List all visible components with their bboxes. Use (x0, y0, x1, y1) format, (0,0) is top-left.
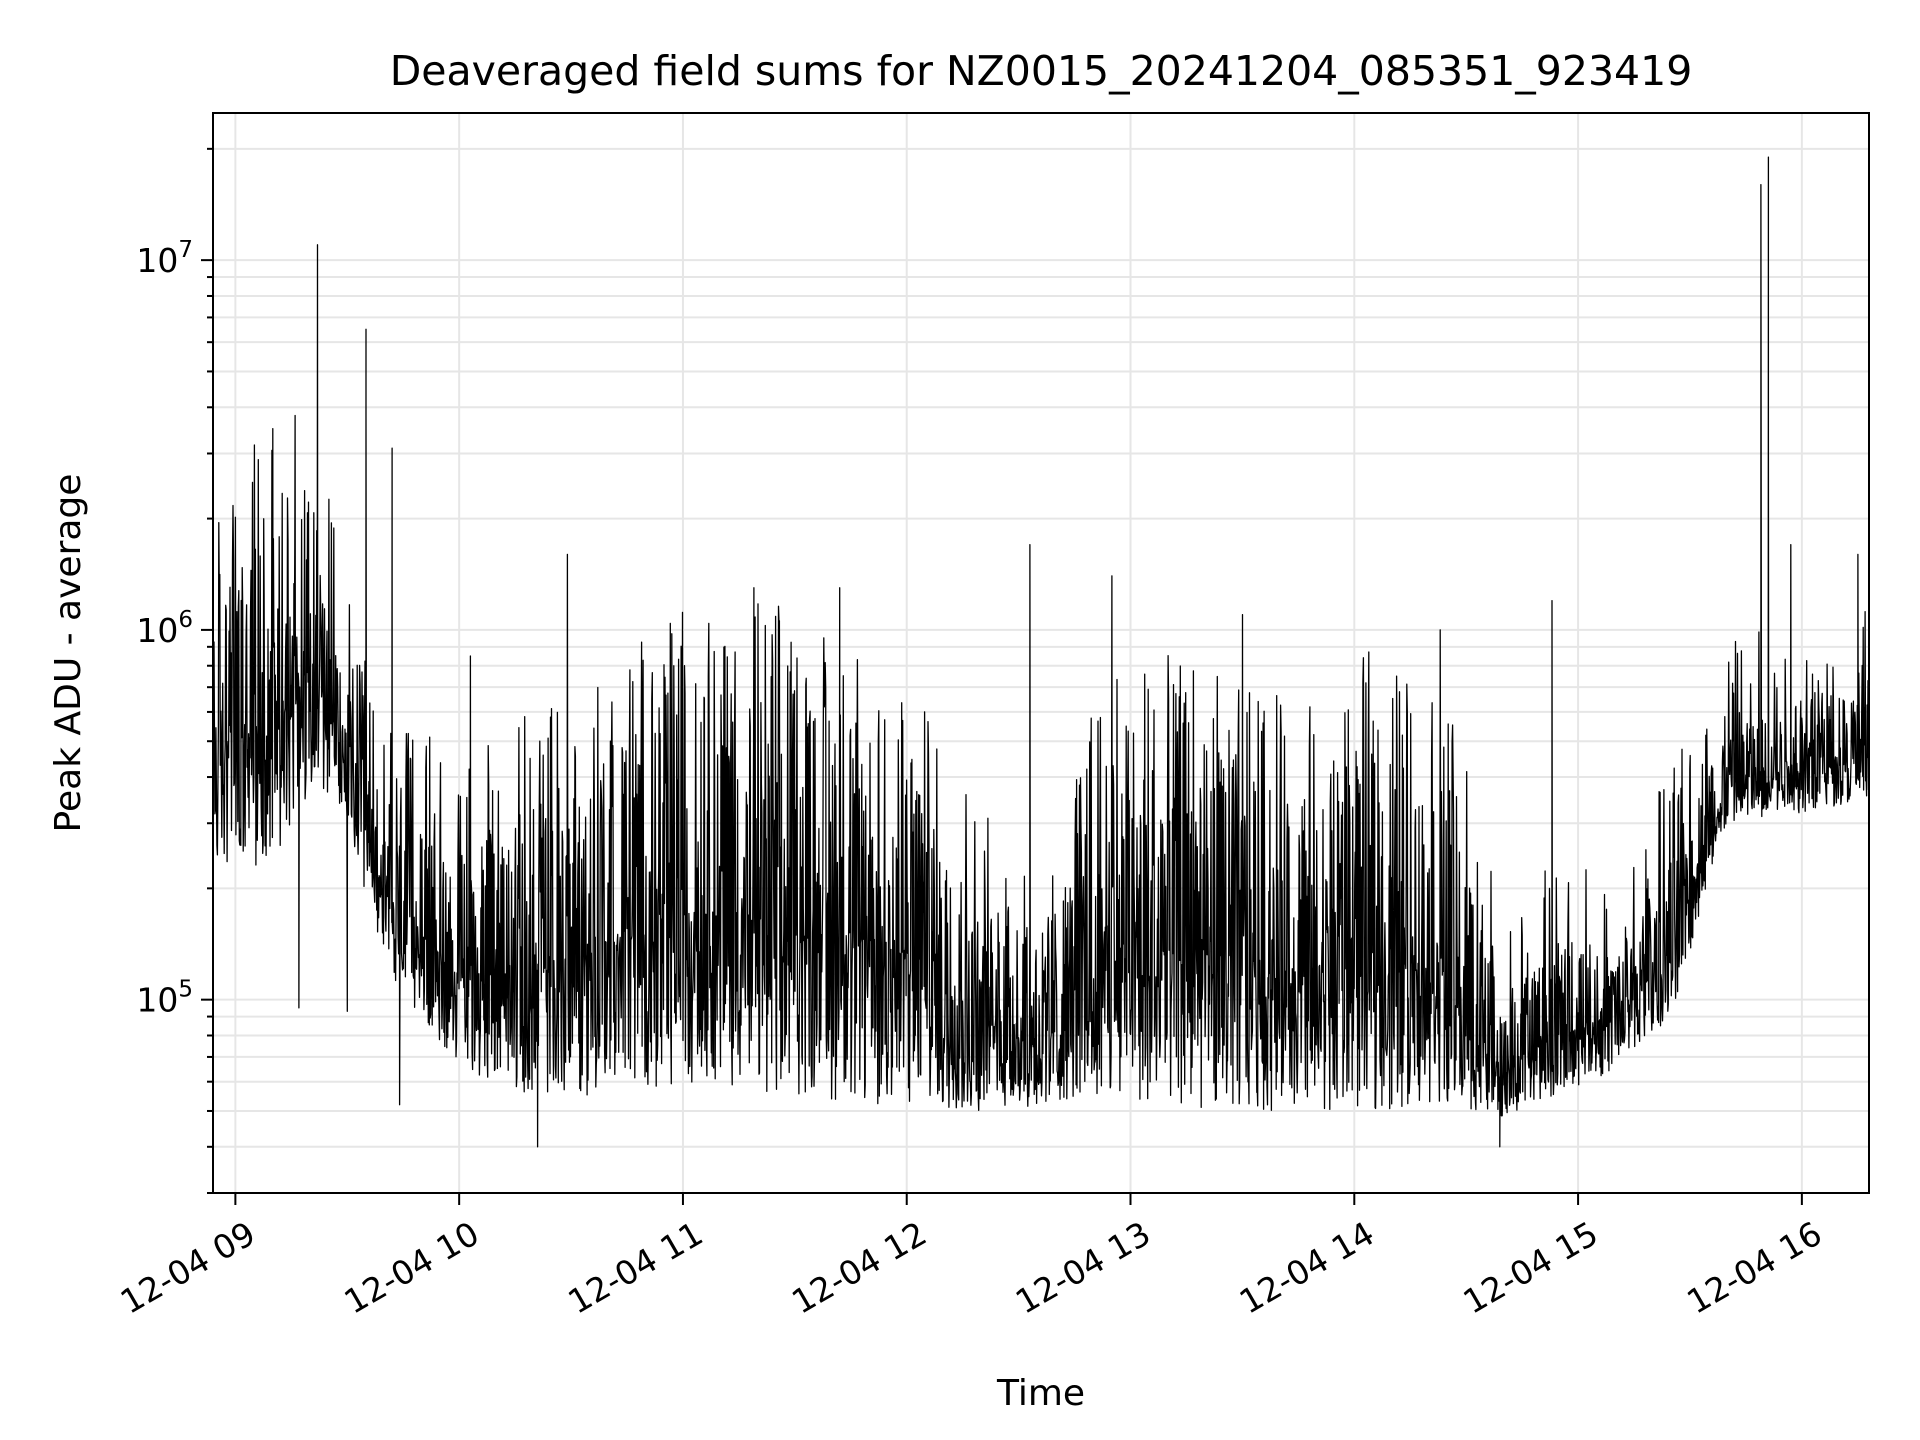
chart-title: Deaveraged field sums for NZ0015_2024120… (390, 47, 1693, 95)
y-axis-label: Peak ADU - average (48, 474, 89, 833)
series-path (212, 156, 1870, 1148)
y-tick-label: 107 (136, 237, 193, 280)
y-tick-label: 106 (136, 607, 193, 650)
plot-frame (212, 112, 1870, 1194)
axis-ticks (201, 147, 1803, 1205)
x-axis-label: Time (996, 1373, 1085, 1414)
y-tick-label: 105 (136, 977, 193, 1020)
series-line (212, 156, 1870, 1148)
